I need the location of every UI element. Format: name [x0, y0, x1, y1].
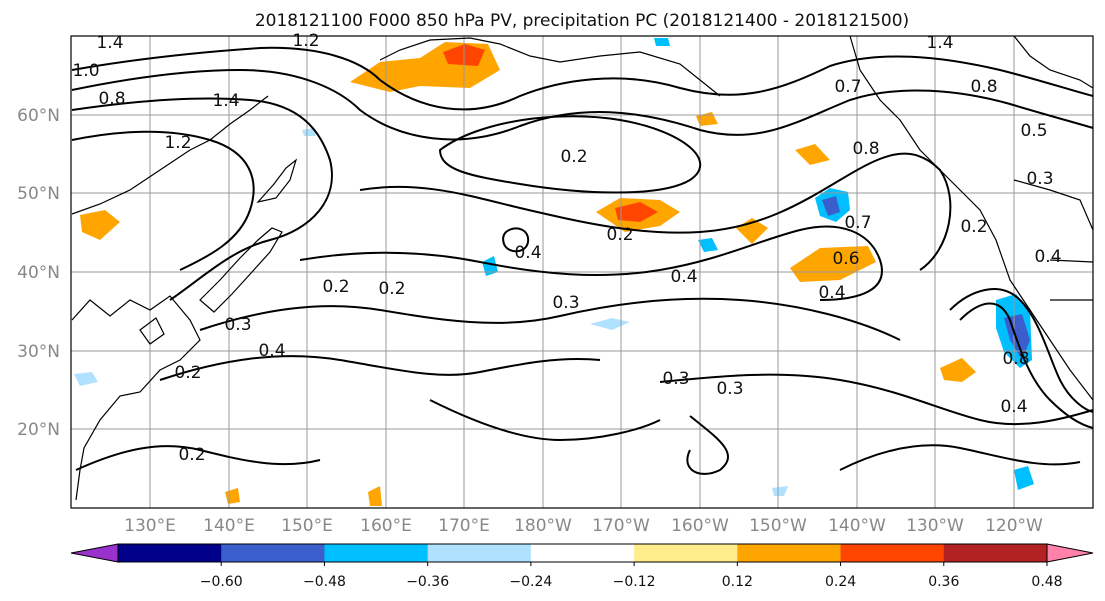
- contour-label: 0.4: [670, 267, 697, 287]
- pv-contours: [71, 46, 1094, 475]
- contour-label-group: 1.4 1.2 1.0 0.8 1.2 1.4 0.2 0.4 0.2 0.4 0.6 0.7 0.4 0…: [72, 31, 1061, 465]
- colorbar-segment: [324, 544, 429, 562]
- colorbar-extend-high: [1046, 543, 1094, 563]
- colorbar-segment: [737, 544, 842, 562]
- contour-label: 0.3: [224, 315, 251, 335]
- colorbar-tick-label: 0.36: [928, 574, 959, 590]
- colorbar-tick-label: 0.12: [722, 574, 753, 590]
- contour-label: 1.4: [96, 33, 123, 53]
- colorbar-segment: [530, 544, 635, 562]
- lon-tick-label: 140°E: [203, 516, 255, 536]
- coastlines: [71, 35, 1094, 501]
- lon-tick-label: 170°E: [438, 516, 490, 536]
- contour-label: 1.2: [292, 31, 319, 51]
- colorbar-tick-label: −0.12: [613, 574, 656, 590]
- plot-title: 2018121100 F000 850 hPa PV, precipitatio…: [255, 11, 909, 31]
- contour-label: 0.2: [606, 225, 633, 245]
- colorbar-segment: [427, 544, 532, 562]
- colorbar-extend-low: [70, 543, 119, 563]
- colorbar-tick-label: −0.48: [303, 574, 346, 590]
- lon-tick-label: 130°W: [906, 516, 964, 536]
- contour-label: 0.3: [716, 379, 743, 399]
- contour-label: 0.8: [98, 89, 125, 109]
- colorbar-segment: [221, 544, 325, 562]
- colorbar-border: [117, 543, 1048, 563]
- contour-label: 0.2: [960, 217, 987, 237]
- lat-tick-label: 30°N: [17, 342, 60, 362]
- colorbar-segment: [634, 544, 738, 562]
- contour-label: 0.5: [1020, 121, 1047, 141]
- contour-label: 0.3: [552, 293, 579, 313]
- contour-label: 0.2: [178, 445, 205, 465]
- graticule: [71, 36, 1093, 508]
- lon-tick-label: 140°W: [828, 516, 886, 536]
- lon-tick-label: 150°E: [281, 516, 333, 536]
- lon-axis: 130°E 140°E 150°E 160°E 170°E 180°W 170°…: [124, 516, 1043, 536]
- contour-label: 0.7: [844, 213, 871, 233]
- contour-label: 0.3: [662, 369, 689, 389]
- contour-label: 0.8: [852, 139, 879, 159]
- colorbar-segment: [840, 544, 945, 562]
- contour-label: 1.0: [72, 61, 99, 81]
- map-frame: [70, 35, 1094, 509]
- contour-label: 0.4: [258, 341, 285, 361]
- contour-label: 1.4: [212, 91, 239, 111]
- contour-label: 0.4: [1000, 397, 1027, 417]
- lat-axis: 60°N 50°N 40°N 30°N 20°N: [17, 106, 60, 440]
- colorbar-segment: [118, 544, 222, 562]
- colorbar-segment: [943, 544, 1048, 562]
- contour-label: 0.2: [174, 363, 201, 383]
- contour-label: 0.4: [1034, 247, 1061, 267]
- map-panel[interactable]: 1.4 1.2 1.0 0.8 1.2 1.4 0.2 0.4 0.2 0.4 0.6 0.7 0.4 0…: [70, 31, 1094, 509]
- lon-tick-label: 180°W: [514, 516, 572, 536]
- colorbar-tick-labels: −0.60 −0.48 −0.36 −0.24 −0.12 0.12 0.24 0.36 0.4…: [200, 562, 1063, 590]
- contour-label: 0.4: [818, 283, 845, 303]
- contour-label: 0.6: [832, 249, 859, 269]
- colorbar-tick-label: −0.60: [200, 574, 243, 590]
- colorbar: [70, 543, 1094, 563]
- lat-tick-label: 50°N: [17, 184, 60, 204]
- colorbar-tick-label: 0.24: [825, 574, 856, 590]
- contour-label: 0.8: [1002, 349, 1029, 369]
- colorbar-tick-label: 0.48: [1031, 574, 1062, 590]
- contour-label: 0.4: [514, 243, 541, 263]
- lat-tick-label: 60°N: [17, 106, 60, 126]
- contour-label: 0.2: [322, 277, 349, 297]
- contour-label: 1.4: [926, 33, 953, 53]
- lat-tick-label: 40°N: [17, 263, 60, 283]
- lon-tick-label: 150°W: [749, 516, 807, 536]
- contour-label: 1.2: [164, 133, 191, 153]
- lon-tick-label: 170°W: [592, 516, 650, 536]
- contour-label: 0.2: [560, 147, 587, 167]
- lon-tick-label: 160°W: [671, 516, 729, 536]
- contour-label: 0.7: [834, 77, 861, 97]
- contour-label: 0.8: [970, 77, 997, 97]
- contour-label: 0.2: [378, 279, 405, 299]
- colorbar-tick-label: −0.36: [406, 574, 449, 590]
- lon-tick-label: 120°W: [985, 516, 1043, 536]
- lon-tick-label: 160°E: [360, 516, 412, 536]
- colorbar-tick-label: −0.24: [509, 574, 552, 590]
- lat-tick-label: 20°N: [17, 420, 60, 440]
- lon-tick-label: 130°E: [124, 516, 176, 536]
- contour-label: 0.3: [1026, 169, 1053, 189]
